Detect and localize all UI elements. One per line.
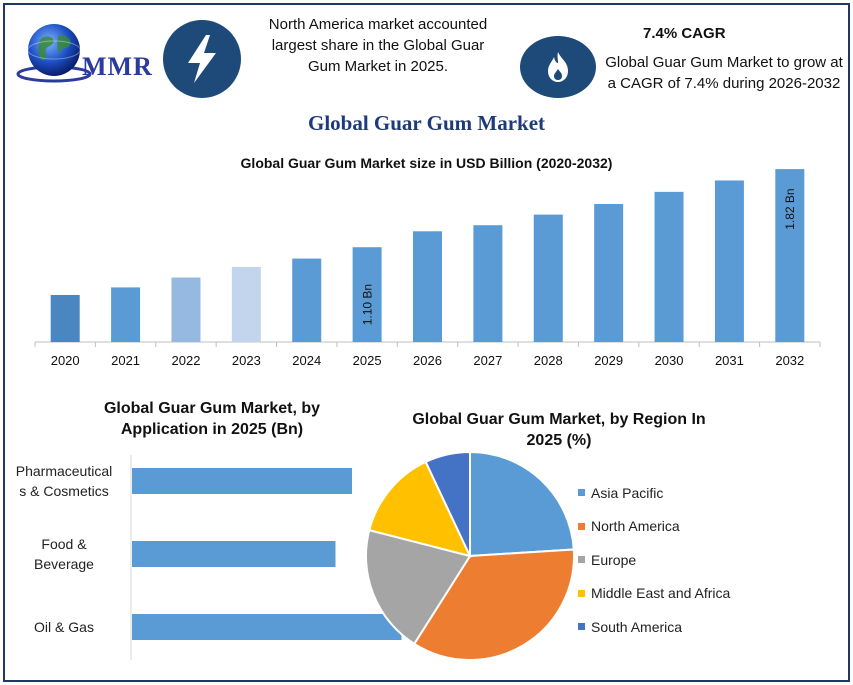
globe-logo-icon [16, 24, 92, 83]
bar-2028 [533, 214, 563, 342]
legend-label: Europe [591, 551, 637, 568]
data-label-2025: 1.10 Bn [360, 284, 374, 325]
legend-label: Asia Pacific [591, 484, 664, 501]
tick-label-2030: 2030 [655, 353, 684, 368]
bar-2022 [171, 277, 201, 342]
legend-item: Europe [578, 543, 730, 577]
legend-swatch [578, 623, 585, 631]
main-title: Global Guar Gum Market [307, 111, 546, 135]
market-size-bar-chart: 2020 2021 2022 2023 2024 2025 1.10 Bn 2026 2027 2… [34, 169, 821, 368]
tick-label-2021: 2021 [111, 353, 140, 368]
app-bar-1 [132, 541, 336, 567]
tick-label-2022: 2022 [172, 353, 201, 368]
tick-label-2028: 2028 [534, 353, 563, 368]
bar-2031 [714, 180, 744, 342]
app-category-label: Oil & Gas [34, 619, 94, 635]
bar-2025 [352, 247, 382, 342]
tick-label-2024: 2024 [292, 353, 321, 368]
bar-2021 [111, 287, 141, 342]
legend-item: Asia Pacific [578, 476, 730, 510]
pie-slice-0 [469, 450, 575, 558]
lightning-bolt-icon [163, 20, 241, 98]
application-chart-title: Global Guar Gum Market, by Application i… [103, 400, 321, 438]
pie-slice-1 [412, 548, 575, 661]
app-category-label: s & Cosmetics [19, 483, 108, 499]
pie-slice-3 [368, 460, 472, 558]
app-category-label: Pharmaceutical [16, 463, 113, 479]
flame-icon [520, 36, 596, 98]
pie-slice-2 [365, 528, 472, 646]
tick-label-2032: 2032 [775, 353, 804, 368]
legend-label: Middle East and Africa [591, 585, 731, 602]
bar-chart-title: Global Guar Gum Market size in USD Billi… [240, 155, 613, 171]
bar-2027 [473, 225, 503, 342]
bar-2020 [50, 294, 80, 342]
bar-2026 [413, 231, 442, 342]
bar-2023 [231, 266, 261, 342]
legend-swatch [578, 489, 585, 497]
legend-swatch [578, 522, 585, 530]
tick-label-2025: 2025 [353, 353, 382, 368]
bar-2030 [654, 191, 684, 342]
bar-2029 [594, 203, 624, 342]
highlight-text: North America market accounted largest s… [268, 16, 488, 75]
legend-label: South America [591, 618, 683, 635]
region-chart-title: Global Guar Gum Market, by Region In 202… [412, 411, 706, 449]
pie-slice-4 [424, 450, 471, 557]
bar-2032 [775, 169, 805, 342]
legend-swatch [578, 556, 585, 564]
legend-item: South America [578, 610, 730, 644]
app-category-label: Beverage [34, 556, 94, 572]
logo [14, 18, 164, 88]
tick-label-2023: 2023 [232, 353, 261, 368]
cagr-text: Global Guar Gum Market to grow at a CAGR… [605, 54, 843, 92]
region-legend: Asia Pacific North America Europe Middle Ea… [578, 476, 730, 644]
tick-label-2026: 2026 [413, 353, 442, 368]
tick-label-2020: 2020 [51, 353, 80, 368]
tick-label-2029: 2029 [594, 353, 623, 368]
legend-swatch [578, 589, 585, 597]
data-label-2032: 1.82 Bn [783, 188, 797, 229]
legend-item: Middle East and Africa [578, 577, 730, 611]
app-bar-2 [132, 614, 402, 640]
bar-2024 [292, 258, 322, 342]
cagr-title: 7.4% CAGR [643, 25, 726, 42]
logo-text: MMR [82, 52, 153, 81]
legend-label: North America [591, 518, 680, 535]
tick-label-2027: 2027 [473, 353, 502, 368]
app-category-label: Food & [41, 536, 87, 552]
tick-label-2031: 2031 [715, 353, 744, 368]
legend-item: North America [578, 510, 730, 544]
app-bar-0 [132, 468, 352, 494]
